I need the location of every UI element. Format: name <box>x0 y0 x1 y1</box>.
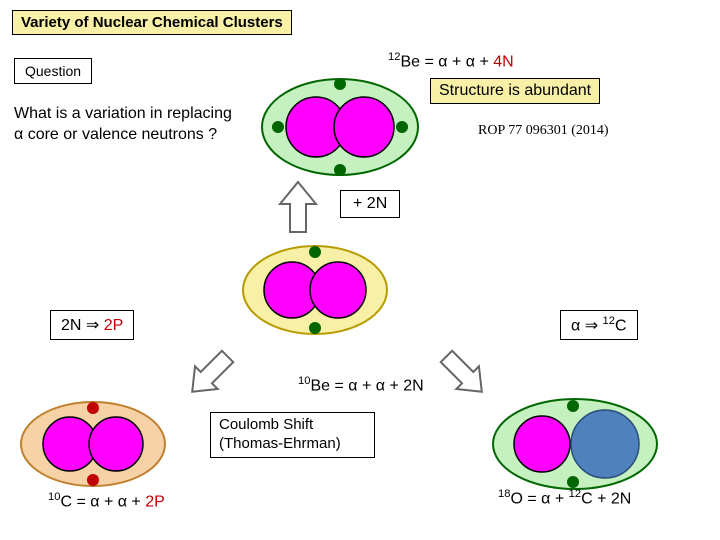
equation-12be: 12Be = α + α + 4N <box>380 48 522 74</box>
arrow-down-right-icon <box>430 340 494 404</box>
equation-10c: 10C = α + α + 2P <box>40 488 173 514</box>
coulomb-shift-label: Coulomb Shift (Thomas-Ehrman) <box>210 412 375 458</box>
structure-abundant-label: Structure is abundant <box>430 78 600 104</box>
swap-alpha-12c-label: α ⇒ 12C <box>560 310 638 340</box>
cluster-12be <box>260 72 420 182</box>
equation-18o: 18O = α + 12C + 2N <box>490 485 639 511</box>
cluster-10c <box>18 396 168 492</box>
cluster-18o <box>490 394 660 494</box>
swap-2n-2p-label: 2N ⇒ 2P <box>50 310 134 340</box>
equation-10be: 10Be = α + α + 2N <box>290 372 432 398</box>
question-label: Question <box>14 58 92 84</box>
arrow-down-left-icon <box>180 340 244 404</box>
arrow-up-icon <box>276 180 320 236</box>
citation-text: ROP 77 096301 (2014) <box>470 120 617 142</box>
plus-2n-label: + 2N <box>340 190 400 218</box>
cluster-10be <box>240 240 390 340</box>
page-title: Variety of Nuclear Chemical Clusters <box>12 10 292 35</box>
question-text: What is a variation in replacing α core … <box>14 104 234 146</box>
